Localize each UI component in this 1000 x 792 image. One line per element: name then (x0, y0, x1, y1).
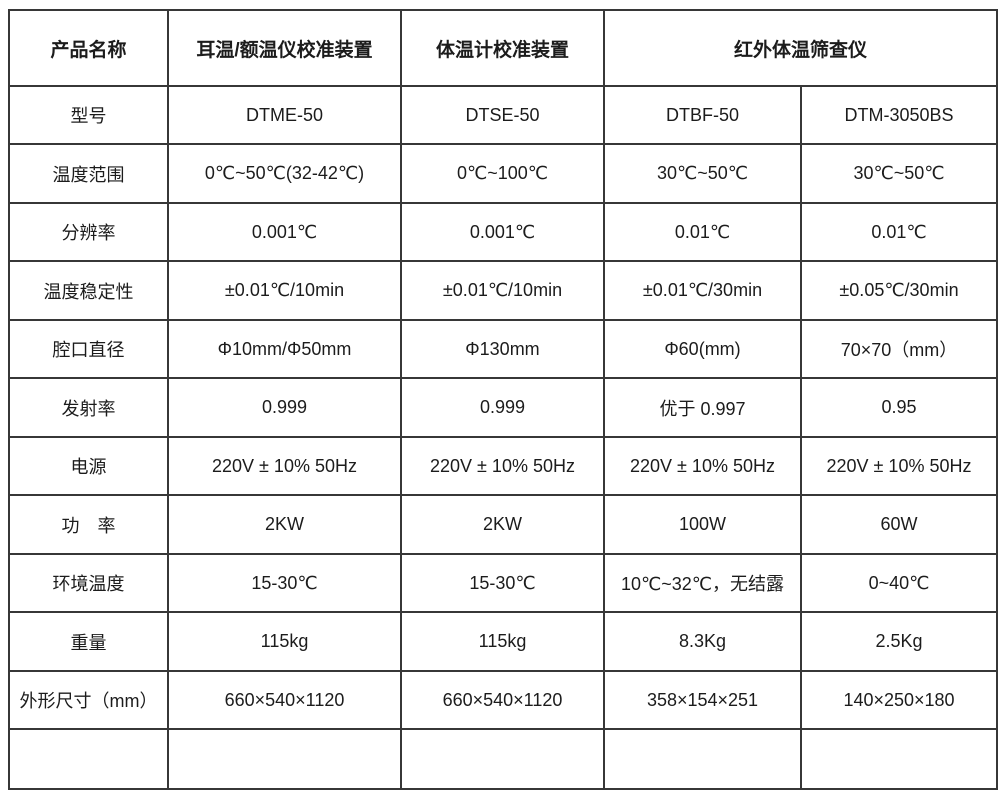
table-row-ambient-temperature: 环境温度 15-30℃ 15-30℃ 10℃~32℃，无结露 0~40℃ (8, 552, 999, 614)
table-row-emissivity: 发射率 0.999 0.999 优于 0.997 0.95 (8, 377, 999, 438)
cell-value: 0.999 (167, 377, 402, 438)
cell-value: Φ60(mm) (603, 318, 802, 380)
cell-value (799, 728, 999, 790)
row-label: 分辨率 (8, 201, 169, 263)
cell-value: DTBF-50 (603, 84, 802, 146)
cell-value: 0.001℃ (167, 201, 402, 263)
table-row-empty (8, 728, 999, 790)
cell-value: 660×540×1120 (167, 669, 402, 731)
cell-value (400, 728, 605, 790)
cell-value: 2KW (400, 494, 605, 555)
product-spec-table: 产品名称 耳温/额温仪校准装置 体温计校准装置 红外体温筛查仪 型号 DTME-… (8, 9, 999, 790)
cell-value: 220V ± 10% 50Hz (603, 435, 802, 497)
row-label: 温度范围 (8, 143, 169, 204)
cell-value: 140×250×180 (799, 669, 999, 731)
cell-value: Φ10mm/Φ50mm (167, 318, 402, 380)
header-product-name: 产品名称 (8, 9, 169, 87)
table-row-temperature-stability: 温度稳定性 ±0.01℃/10min ±0.01℃/10min ±0.01℃/3… (8, 260, 999, 321)
cell-value: 2KW (167, 494, 402, 555)
cell-value: 660×540×1120 (400, 669, 605, 731)
row-label: 功 率 (8, 494, 169, 555)
cell-value: DTME-50 (167, 84, 402, 146)
cell-value: 0.01℃ (603, 201, 802, 263)
cell-value: 8.3Kg (603, 611, 802, 672)
cell-value: 115kg (400, 611, 605, 672)
cell-value: ±0.01℃/10min (167, 260, 402, 321)
row-label: 外形尺寸（mm） (8, 669, 169, 731)
cell-value: DTM-3050BS (799, 84, 999, 146)
cell-value: DTSE-50 (400, 84, 605, 146)
cell-value: 60W (799, 494, 999, 555)
cell-value (167, 728, 402, 790)
row-label (8, 728, 169, 790)
cell-value: 70×70（mm） (799, 318, 999, 380)
cell-value: 0~40℃ (799, 552, 999, 614)
row-label: 环境温度 (8, 552, 169, 614)
cell-value: 220V ± 10% 50Hz (799, 435, 999, 497)
row-label: 腔口直径 (8, 318, 169, 380)
cell-value: 0.95 (799, 377, 999, 438)
row-label: 电源 (8, 435, 169, 497)
table-row-power: 功 率 2KW 2KW 100W 60W (8, 494, 999, 555)
table-row-temperature-range: 温度范围 0℃~50℃(32-42℃) 0℃~100℃ 30℃~50℃ 30℃~… (8, 143, 999, 204)
table-row-resolution: 分辨率 0.001℃ 0.001℃ 0.01℃ 0.01℃ (8, 201, 999, 263)
cell-value: ±0.01℃/10min (400, 260, 605, 321)
cell-value: 0℃~50℃(32-42℃) (167, 143, 402, 204)
table-row-power-supply: 电源 220V ± 10% 50Hz 220V ± 10% 50Hz 220V … (8, 435, 999, 497)
cell-value: 15-30℃ (400, 552, 605, 614)
row-label: 温度稳定性 (8, 260, 169, 321)
cell-value: 10℃~32℃，无结露 (603, 552, 802, 614)
header-infrared-screener: 红外体温筛查仪 (602, 9, 999, 87)
cell-value (603, 728, 802, 790)
cell-value: 358×154×251 (603, 669, 802, 731)
cell-value: 30℃~50℃ (799, 143, 999, 204)
cell-value: 15-30℃ (167, 552, 402, 614)
header-row: 产品名称 耳温/额温仪校准装置 体温计校准装置 红外体温筛查仪 (8, 9, 999, 87)
row-label: 发射率 (8, 377, 169, 438)
cell-value: ±0.01℃/30min (603, 260, 802, 321)
cell-value: 0.01℃ (799, 201, 999, 263)
table-row-dimensions: 外形尺寸（mm） 660×540×1120 660×540×1120 358×1… (8, 669, 999, 731)
cell-value: 0.999 (400, 377, 605, 438)
cell-value: 0.001℃ (400, 201, 605, 263)
cell-value: Φ130mm (400, 318, 605, 380)
cell-value: 0℃~100℃ (400, 143, 605, 204)
cell-value: 优于 0.997 (603, 377, 802, 438)
row-label: 重量 (8, 611, 169, 672)
cell-value: 2.5Kg (799, 611, 999, 672)
cell-value: 220V ± 10% 50Hz (167, 435, 402, 497)
table-row-weight: 重量 115kg 115kg 8.3Kg 2.5Kg (8, 611, 999, 672)
cell-value: 115kg (167, 611, 402, 672)
cell-value: ±0.05℃/30min (799, 260, 999, 321)
table-row-model: 型号 DTME-50 DTSE-50 DTBF-50 DTM-3050BS (8, 84, 999, 146)
cell-value: 30℃~50℃ (603, 143, 802, 204)
header-thermometer-calibrator: 体温计校准装置 (400, 9, 605, 87)
row-label: 型号 (8, 84, 169, 146)
table-row-cavity-diameter: 腔口直径 Φ10mm/Φ50mm Φ130mm Φ60(mm) 70×70（mm… (8, 318, 999, 380)
header-ear-forehead-calibrator: 耳温/额温仪校准装置 (167, 9, 402, 87)
cell-value: 100W (603, 494, 802, 555)
cell-value: 220V ± 10% 50Hz (400, 435, 605, 497)
